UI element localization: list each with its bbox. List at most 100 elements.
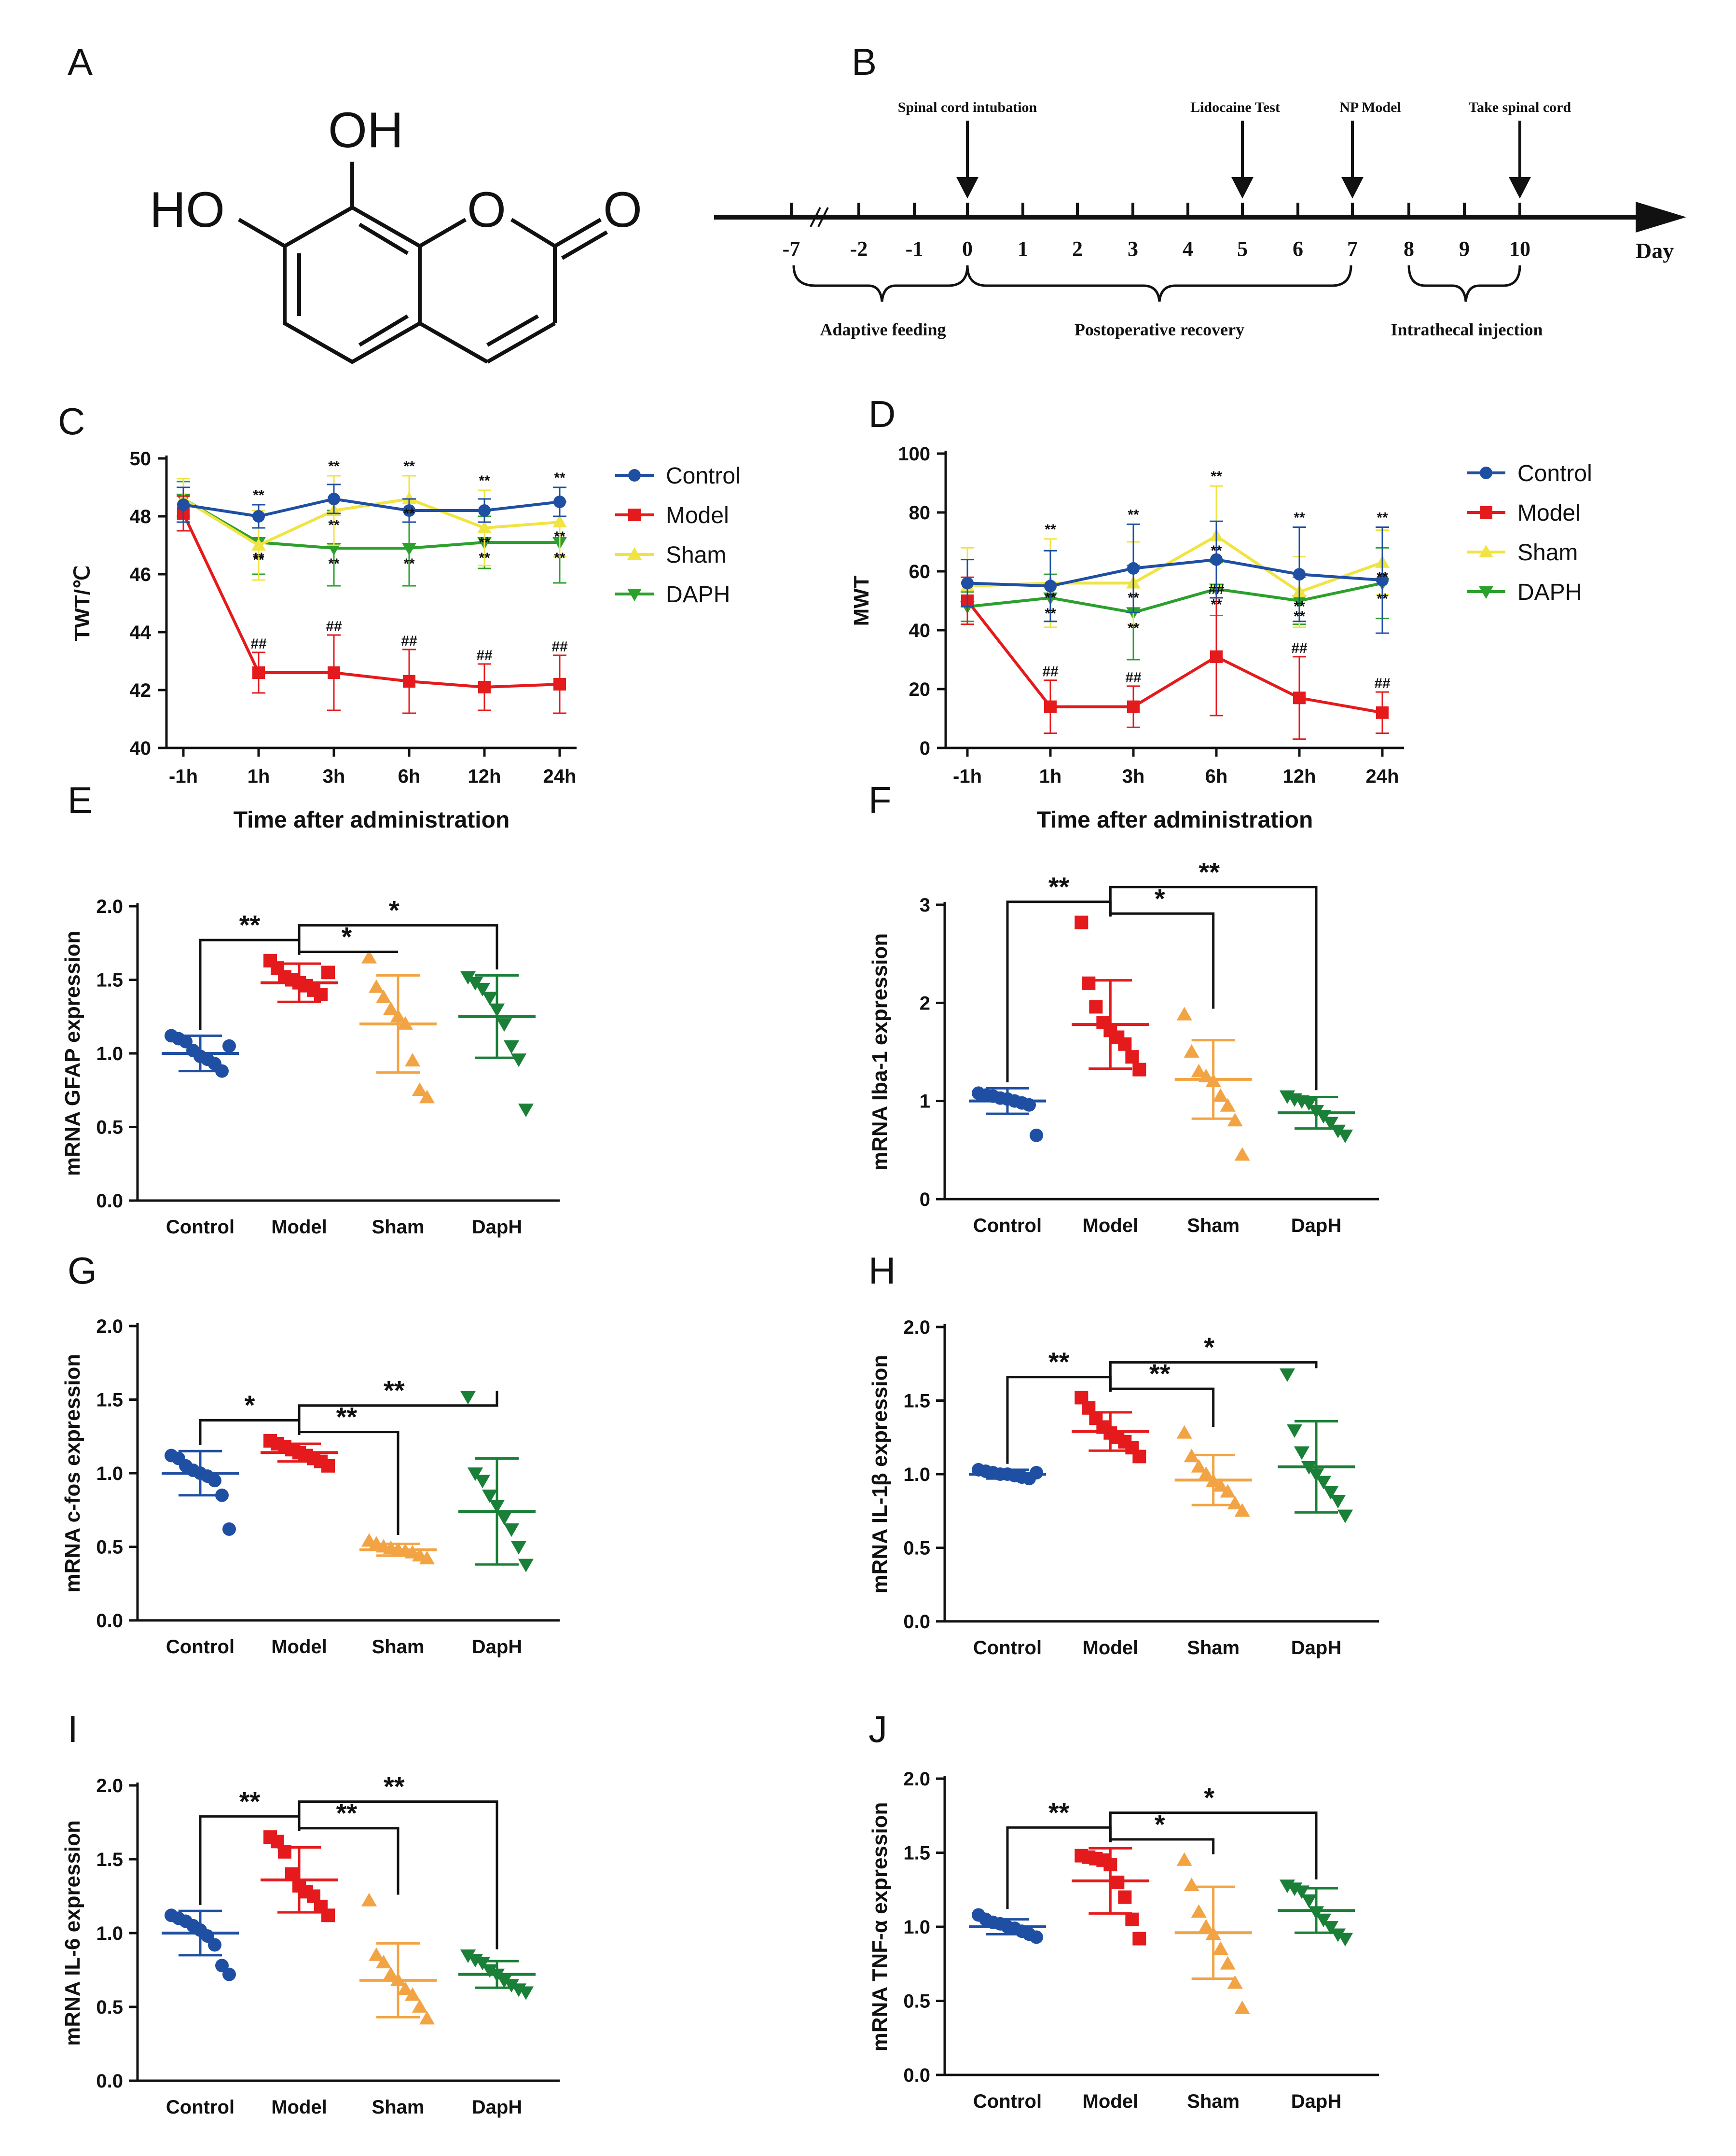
- y-tick-label: 40: [130, 738, 152, 759]
- sig-annotation: **: [1294, 608, 1305, 624]
- chem-label-oh-top: OH: [328, 102, 403, 158]
- legend-marker: [627, 547, 642, 560]
- sig-annotation: **: [479, 473, 490, 489]
- data-point: [314, 988, 328, 1001]
- sig-annotation: **: [1294, 510, 1305, 526]
- data-point: [1220, 1484, 1236, 1498]
- sig-annotation: **: [253, 487, 264, 503]
- series-line: [967, 534, 1383, 594]
- x-axis-label: Time after administration: [234, 807, 510, 833]
- data-point: [1030, 1930, 1043, 1944]
- sig-annotation: **: [328, 556, 340, 572]
- data-point: [1212, 1478, 1228, 1492]
- data-point: [412, 1999, 428, 2013]
- x-tick-label: 12h: [1283, 766, 1316, 787]
- legend-label: Control: [1517, 461, 1592, 486]
- data-point: [1337, 1509, 1353, 1523]
- event-arrowhead-take-spinal: [1509, 177, 1531, 199]
- series-line: [966, 600, 1383, 714]
- data-point: [553, 678, 566, 691]
- chart-gfap: 0.0 0.5 1.0 1.5 2.0 Control Model Sham DapH mRNA …: [61, 895, 560, 1238]
- data-point: [1337, 1933, 1353, 1947]
- bracket-label: *: [342, 922, 352, 952]
- data-point: [390, 1009, 406, 1023]
- series-sham: [960, 485, 1390, 628]
- x-tick-label: 6h: [398, 766, 421, 787]
- y-axis-label: mRNA IL-1β expression: [868, 1355, 892, 1594]
- data-point: [1127, 562, 1140, 575]
- data-point: [397, 1016, 413, 1030]
- timeline-tick-label: 0: [962, 237, 973, 261]
- data-point: [1127, 700, 1140, 713]
- timeline-tick-label: -1: [906, 237, 923, 261]
- legend-label: Model: [666, 503, 729, 528]
- data-point: [419, 1550, 435, 1564]
- data-point: [1044, 580, 1057, 593]
- event-arrowhead-intubation: [956, 177, 978, 199]
- y-tick-label: 44: [130, 622, 152, 643]
- molecule-structure: [237, 162, 608, 364]
- sig-annotation: **: [554, 529, 565, 545]
- x-tick-label: Sham: [1187, 2091, 1240, 2112]
- data-point: [1089, 1000, 1103, 1014]
- data-point: [1227, 1113, 1243, 1127]
- data-point: [1234, 1503, 1250, 1517]
- x-tick-label: 3h: [1122, 766, 1145, 787]
- x-tick-label: 3h: [323, 766, 345, 787]
- event-arrowhead-np-model: [1341, 177, 1364, 199]
- data-point: [222, 1522, 236, 1536]
- chart-twt: 40 42 44 46 48 50 -1h 1h 3h 6h 12h 24h Time after ad…: [70, 448, 741, 833]
- period-label-intrathecal: Intrathecal injection: [1391, 320, 1543, 339]
- sig-annotation: **: [1377, 510, 1388, 526]
- panel-letter-e: E: [68, 779, 93, 821]
- x-tick-label: -1h: [169, 766, 198, 787]
- axis-break-2: [817, 207, 829, 227]
- y-tick-label: 1.5: [903, 1843, 930, 1864]
- group-control: [969, 1086, 1046, 1142]
- data-point: [252, 510, 265, 523]
- data-point: [496, 1018, 512, 1032]
- bracket-label: **: [1048, 1347, 1070, 1377]
- group-daph: [1278, 1090, 1355, 1143]
- event-label-lidocaine: Lidocaine Test: [1190, 99, 1280, 115]
- legend-label: Model: [1517, 500, 1581, 526]
- data-point: [1198, 1068, 1214, 1082]
- model-annotation: ##: [326, 619, 342, 635]
- sig-bracket: *: [199, 1390, 301, 1446]
- y-tick-label: 1.0: [96, 1463, 123, 1484]
- group-model: [1072, 1391, 1149, 1464]
- period-label-recovery: Postoperative recovery: [1075, 320, 1244, 339]
- bracket-line: [1109, 885, 1318, 1091]
- y-tick-label: 1.5: [903, 1391, 930, 1412]
- timeline-tick-label: -2: [850, 237, 868, 261]
- bracket-line: [298, 924, 498, 970]
- sig-bracket: **: [1109, 857, 1318, 1091]
- y-tick-label: 3: [920, 895, 930, 916]
- sig-annotation: **: [1211, 469, 1222, 484]
- data-point: [1125, 1050, 1139, 1064]
- data-point: [1184, 1044, 1199, 1058]
- x-tick-label: Model: [1083, 1215, 1139, 1236]
- data-point: [503, 1040, 520, 1054]
- group-model: [261, 1830, 338, 1922]
- data-point: [1286, 1424, 1303, 1438]
- sig-annotation: **: [1377, 569, 1388, 585]
- data-point: [478, 681, 491, 693]
- data-point: [215, 1064, 229, 1078]
- data-point: [518, 1559, 534, 1573]
- data-point: [403, 504, 415, 517]
- sig-annotation: **: [253, 552, 264, 568]
- y-tick-label: 1.0: [96, 1043, 123, 1064]
- bracket-line: [199, 1815, 301, 1905]
- timeline-tick-label: 7: [1347, 237, 1358, 261]
- data-point: [1308, 1906, 1324, 1920]
- bracket-label: **: [384, 1375, 405, 1406]
- data-point: [390, 1972, 406, 1986]
- data-point: [222, 1039, 236, 1053]
- group-sham: [1174, 1425, 1252, 1517]
- sig-annotation: **: [403, 506, 415, 522]
- data-point: [1176, 1425, 1192, 1439]
- data-point: [1315, 1913, 1332, 1927]
- bracket-line: [1006, 900, 1112, 1083]
